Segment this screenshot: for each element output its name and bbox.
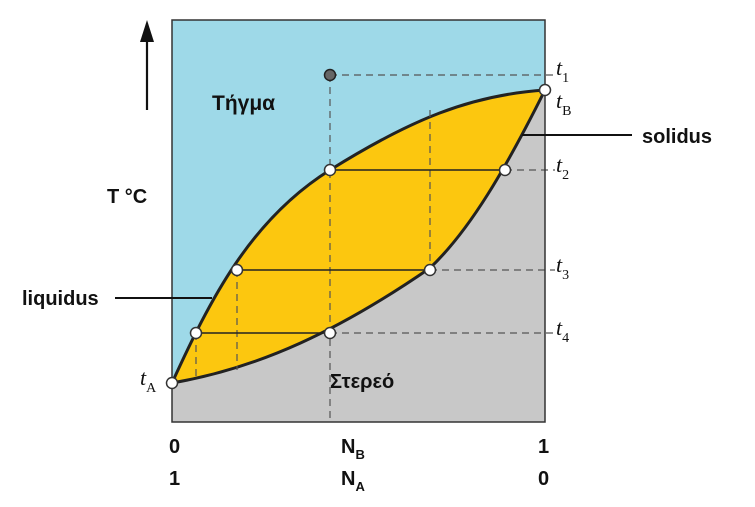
solidus-label: solidus bbox=[642, 126, 712, 148]
x-axis-labels: 0 1 1 0 NB NA bbox=[169, 436, 549, 494]
temperature-labels: t1 tB t2 t3 t4 tA bbox=[140, 55, 571, 396]
marker-t4-left bbox=[189, 326, 203, 340]
na-label: NA bbox=[341, 468, 365, 494]
tB-label: tB bbox=[556, 88, 571, 119]
tie-lines bbox=[196, 169, 505, 334]
solid-region bbox=[172, 90, 545, 422]
nb-label: NB bbox=[341, 436, 365, 462]
marker-t3-right bbox=[423, 263, 437, 277]
t4-label: t4 bbox=[556, 315, 569, 346]
marker-t2-left bbox=[323, 163, 337, 177]
dashed-guides bbox=[195, 74, 555, 422]
arrow-head-icon bbox=[140, 20, 154, 42]
marker-t2-right bbox=[498, 163, 512, 177]
tA-label: tA bbox=[140, 365, 157, 396]
nb-left-tick: 0 bbox=[169, 436, 180, 458]
t1-label: t1 bbox=[556, 55, 569, 86]
marker-t3-left bbox=[230, 263, 244, 277]
liquid-label: Τήγμα bbox=[212, 92, 275, 115]
marker-tA bbox=[165, 376, 179, 390]
t2-label: t2 bbox=[556, 152, 569, 183]
marker-t4-right bbox=[323, 326, 337, 340]
t3-label: t3 bbox=[556, 252, 569, 283]
na-right-tick: 0 bbox=[538, 468, 549, 490]
y-axis-label: T °C bbox=[107, 186, 147, 208]
marker-tB bbox=[538, 83, 552, 97]
solid-label: Στερεό bbox=[330, 371, 394, 393]
liquidus-label: liquidus bbox=[22, 288, 99, 310]
plot-frame bbox=[171, 19, 546, 423]
na-left-tick: 1 bbox=[169, 468, 180, 490]
markers bbox=[165, 83, 552, 390]
nb-right-tick: 1 bbox=[538, 436, 549, 458]
marker-start-point bbox=[323, 68, 337, 82]
